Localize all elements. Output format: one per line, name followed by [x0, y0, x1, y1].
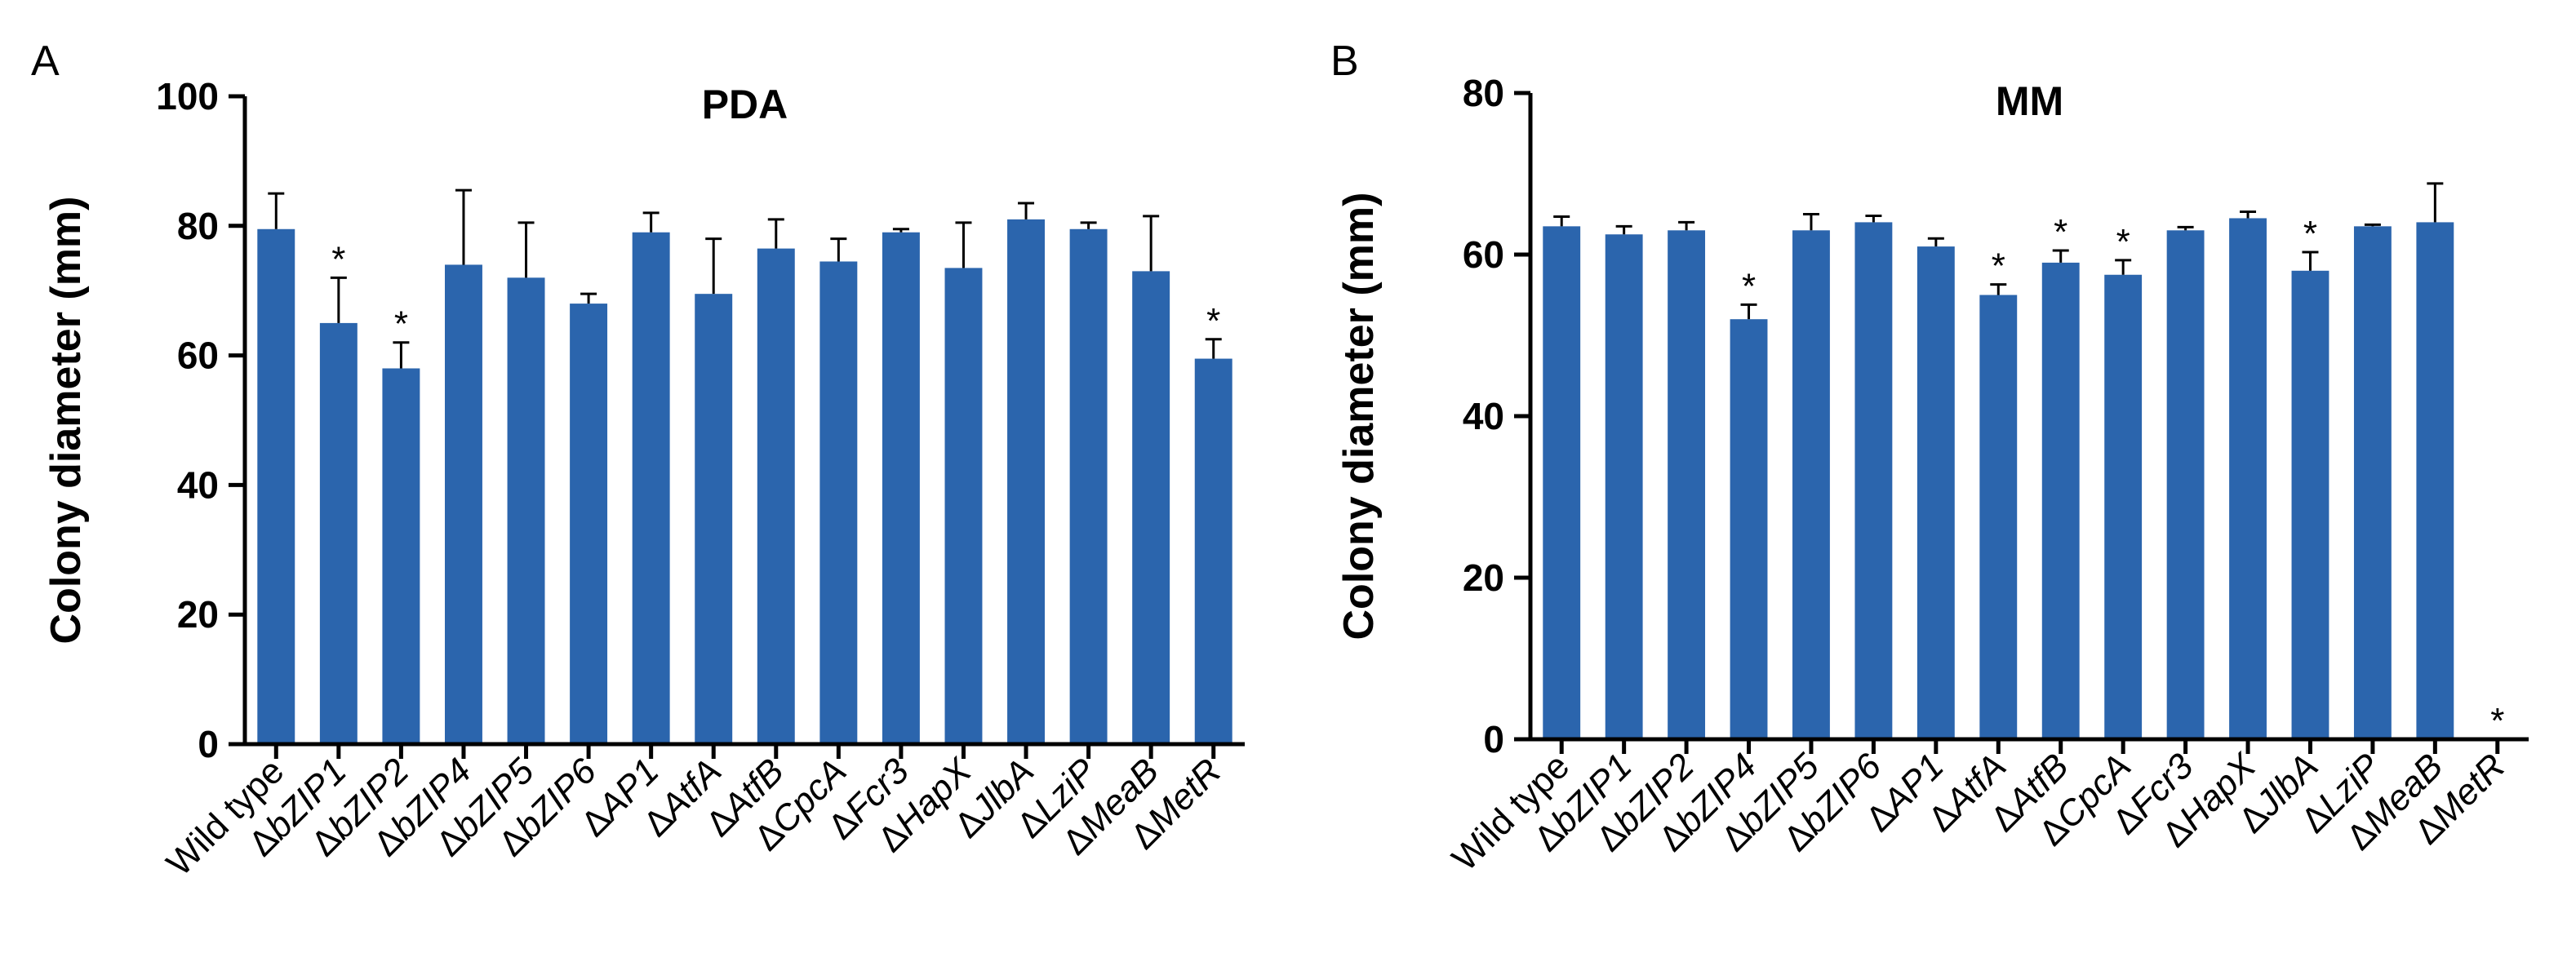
- bar: [1194, 358, 1232, 744]
- significance-marker: *: [331, 239, 345, 279]
- bar: [1543, 226, 1581, 740]
- chart-title: MM: [1996, 78, 2063, 124]
- bar: [2229, 218, 2267, 739]
- significance-marker: *: [1742, 266, 1756, 306]
- bar: [1792, 230, 1830, 739]
- y-tick-label: 0: [198, 723, 219, 765]
- bar: [1916, 246, 1955, 740]
- bar: [445, 264, 482, 744]
- bar: [2104, 274, 2143, 739]
- y-tick-label: 40: [177, 463, 219, 506]
- significance-marker: *: [2490, 701, 2504, 741]
- panel-letter: B: [1330, 38, 1359, 85]
- significance-marker: *: [2054, 212, 2067, 252]
- bar: [757, 248, 795, 745]
- bar: [1854, 222, 1893, 739]
- bar: [507, 277, 545, 744]
- y-tick-label: 20: [177, 593, 219, 636]
- y-tick-label: 40: [1463, 395, 1504, 437]
- y-tick-label: 100: [156, 75, 219, 117]
- bar: [1007, 219, 1045, 744]
- significance-marker: *: [1206, 301, 1220, 341]
- bar: [944, 268, 983, 744]
- significance-marker: *: [394, 304, 408, 344]
- bar: [1069, 228, 1108, 744]
- bar: [1605, 234, 1643, 739]
- bar: [1730, 319, 1768, 739]
- bar: [257, 228, 295, 744]
- chart-title: PDA: [702, 82, 788, 127]
- bar: [2041, 262, 2080, 739]
- y-tick-label: 60: [1463, 233, 1504, 276]
- y-axis-label: Colony diameter (mm): [1335, 193, 1383, 641]
- y-tick-label: 20: [1463, 556, 1504, 599]
- bar: [570, 304, 608, 745]
- y-tick-label: 80: [1463, 72, 1504, 114]
- bar: [1668, 230, 1706, 739]
- y-tick-label: 80: [177, 205, 219, 247]
- bar: [695, 294, 733, 744]
- bar: [2353, 226, 2392, 740]
- bar: [2166, 230, 2205, 739]
- bar: [632, 232, 670, 744]
- significance-marker: *: [1992, 246, 2005, 286]
- bar: [1979, 295, 2018, 739]
- y-tick-label: 0: [1483, 718, 1504, 760]
- significance-marker: *: [2303, 214, 2317, 254]
- significance-marker: *: [2116, 222, 2130, 262]
- y-axis-label: Colony diameter (mm): [42, 197, 90, 645]
- bar: [819, 261, 858, 745]
- bar: [1132, 271, 1170, 744]
- panel-letter: A: [31, 38, 60, 85]
- bar: [319, 322, 358, 744]
- y-tick-label: 60: [177, 335, 219, 377]
- bar: [882, 232, 920, 744]
- bar: [2291, 270, 2330, 739]
- bar: [2416, 222, 2454, 739]
- bar: [382, 368, 420, 744]
